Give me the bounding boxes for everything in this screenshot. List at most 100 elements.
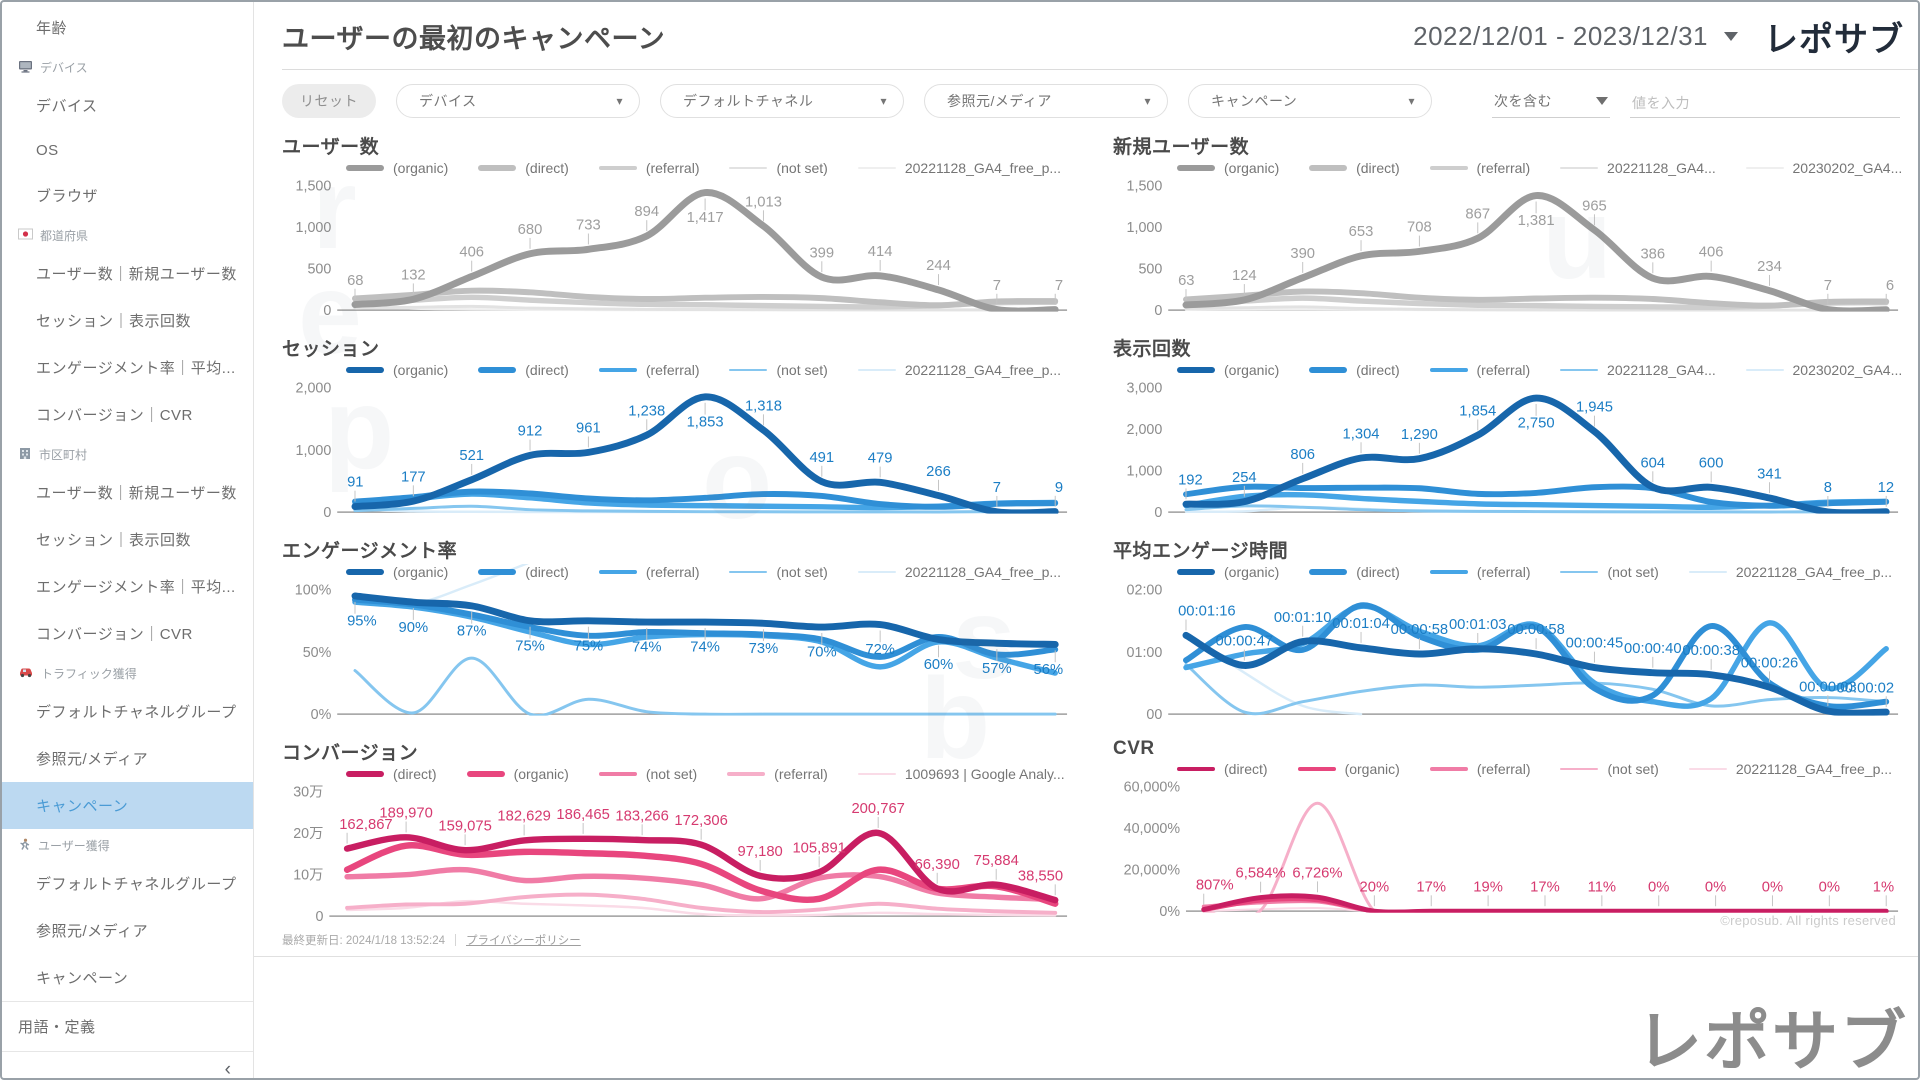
sidebar-item[interactable]: 参照元/メディア xyxy=(36,751,149,768)
svg-text:63: 63 xyxy=(1178,273,1194,289)
sidebar-item[interactable]: OS xyxy=(36,142,59,159)
privacy-policy-link[interactable]: プライバシーポリシー xyxy=(466,935,581,947)
legend-item[interactable]: 20230202_GA4... xyxy=(1745,160,1902,176)
sidebar-item-terms[interactable]: 用語・定義 xyxy=(18,1019,96,1036)
sidebar-item[interactable]: セッション｜表示回数 xyxy=(36,313,192,330)
sidebar-item[interactable]: キャンペーン xyxy=(36,970,129,987)
legend-label: (organic) xyxy=(1344,761,1400,777)
legend-label: (direct) xyxy=(525,362,569,378)
svg-text:6,726%: 6,726% xyxy=(1292,865,1342,881)
legend-item[interactable]: (referral) xyxy=(1429,362,1530,378)
legend-item[interactable]: 20221128_GA4_free_p... xyxy=(857,160,1061,176)
sidebar-item[interactable]: デフォルトチャネルグループ xyxy=(36,704,237,721)
legend-item[interactable]: (referral) xyxy=(598,362,699,378)
legend-item[interactable]: (organic) xyxy=(1177,160,1279,176)
filter-dropdown[interactable]: デフォルトチャネル ▾ xyxy=(660,84,904,118)
legend-item[interactable]: (referral) xyxy=(598,564,699,580)
value-input[interactable] xyxy=(1630,88,1900,118)
legend-item[interactable]: (direct) xyxy=(1309,564,1400,580)
legend-item[interactable]: (not set) xyxy=(1560,761,1659,777)
legend-item[interactable]: (not set) xyxy=(729,564,828,580)
legend-item[interactable]: 1009693 | Google Analy... xyxy=(857,766,1065,782)
charts-grid: ユーザー数 0 500 1,000 1,500 68 132 406 680 733 894 1,4… xyxy=(254,124,1918,930)
legend-item[interactable]: (referral) xyxy=(727,766,828,782)
legend-item[interactable]: (direct) xyxy=(478,160,569,176)
legend-item[interactable]: (organic) xyxy=(1177,362,1279,378)
legend-swatch xyxy=(1177,766,1215,772)
legend-item[interactable]: (organic) xyxy=(466,766,569,782)
legend-item[interactable]: 20221128_GA4... xyxy=(1560,362,1716,378)
filter-dropdown[interactable]: キャンペーン ▾ xyxy=(1188,84,1432,118)
svg-text:97,180: 97,180 xyxy=(738,844,783,860)
sidebar-item[interactable]: セッション｜表示回数 xyxy=(36,532,192,549)
filter-dropdown[interactable]: 参照元/メディア ▾ xyxy=(924,84,1168,118)
legend-item[interactable]: (not set) xyxy=(598,766,697,782)
legend-item[interactable]: (not set) xyxy=(1560,564,1659,580)
legend-item[interactable]: (direct) xyxy=(478,362,569,378)
svg-text:708: 708 xyxy=(1407,220,1432,236)
sidebar-item[interactable]: エンゲージメント率｜平均... xyxy=(36,360,236,377)
svg-text:1,000: 1,000 xyxy=(296,220,332,236)
legend-item[interactable]: 20221128_GA4... xyxy=(1560,160,1716,176)
date-range-picker[interactable]: 2022/12/01 - 2023/12/31 xyxy=(1413,21,1738,52)
legend-item[interactable]: 20221128_GA4_free_p... xyxy=(857,362,1061,378)
legend-item[interactable]: (organic) xyxy=(1297,761,1400,777)
legend-item[interactable]: (direct) xyxy=(1309,362,1400,378)
legend-item[interactable]: 20230202_GA4... xyxy=(1745,362,1902,378)
reset-button[interactable]: リセット xyxy=(282,84,376,118)
svg-text:8: 8 xyxy=(1824,480,1832,496)
svg-text:74%: 74% xyxy=(690,640,720,656)
legend-item[interactable]: (direct) xyxy=(1309,160,1400,176)
legend-item[interactable]: (direct) xyxy=(346,766,437,782)
sidebar-item[interactable]: 年齢 xyxy=(36,20,68,37)
legend-label: (organic) xyxy=(1224,362,1280,378)
legend-item[interactable]: (not set) xyxy=(729,160,828,176)
legend-item[interactable]: (referral) xyxy=(1429,564,1530,580)
chart-title: 平均エンゲージ時間 xyxy=(1113,541,1289,562)
legend-item[interactable]: (not set) xyxy=(729,362,828,378)
legend-item[interactable]: (referral) xyxy=(1429,761,1530,777)
legend-item[interactable]: (referral) xyxy=(598,160,699,176)
sidebar-item[interactable]: デバイス xyxy=(36,98,98,115)
condition-group: 次を含む xyxy=(1492,85,1902,118)
legend-item[interactable]: (organic) xyxy=(1177,564,1279,580)
legend-item[interactable]: 20221128_GA4_free_p... xyxy=(1688,761,1892,777)
sidebar-item[interactable]: エンゲージメント率｜平均... xyxy=(36,579,236,596)
collapse-sidebar-icon[interactable]: ‹ xyxy=(224,1059,231,1080)
legend-item[interactable]: (direct) xyxy=(478,564,569,580)
filter-dropdown[interactable]: デバイス ▾ xyxy=(396,84,640,118)
legend-item[interactable]: (organic) xyxy=(346,362,448,378)
legend-item[interactable]: (organic) xyxy=(346,160,448,176)
chart-title: 新規ユーザー数 xyxy=(1113,137,1250,158)
svg-text:56%: 56% xyxy=(1034,662,1064,678)
svg-text:1,381: 1,381 xyxy=(1518,213,1555,229)
sidebar-item[interactable]: コンバージョン｜CVR xyxy=(36,626,193,643)
chart-avg-engagement-time: 平均エンゲージ時間 00 01:00 02:00 00:01:16 00:00:47 00… xyxy=(1113,536,1902,728)
svg-text:680: 680 xyxy=(518,222,543,238)
legend-item[interactable]: (direct) xyxy=(1177,761,1268,777)
japan-flag-icon xyxy=(18,228,33,243)
legend-label: 20221128_GA4... xyxy=(1607,362,1716,378)
sidebar-item[interactable]: コンバージョン｜CVR xyxy=(36,407,193,424)
sidebar-item[interactable]: ユーザー数｜新規ユーザー数 xyxy=(36,266,237,283)
sidebar-item[interactable]: ブラウザ xyxy=(36,188,99,205)
sidebar-section-header: ユーザー獲得 xyxy=(2,829,253,860)
svg-text:2,750: 2,750 xyxy=(1518,416,1555,432)
legend-item[interactable]: 20221128_GA4_free_p... xyxy=(1688,564,1892,580)
legend-item[interactable]: (referral) xyxy=(1429,160,1530,176)
sidebar-item[interactable]: デフォルトチャネルグループ xyxy=(36,876,237,893)
sidebar-section-header: トラフィック獲得 xyxy=(2,657,253,688)
condition-dropdown[interactable]: 次を含む xyxy=(1492,85,1610,118)
legend-item[interactable]: 20221128_GA4_free_p... xyxy=(857,564,1061,580)
divider xyxy=(254,956,1918,957)
legend-item[interactable]: (organic) xyxy=(346,564,448,580)
svg-text:91: 91 xyxy=(347,475,363,491)
svg-text:1,000: 1,000 xyxy=(1127,464,1163,480)
svg-text:19%: 19% xyxy=(1473,879,1503,895)
sidebar-item[interactable]: 参照元/メディア xyxy=(36,923,149,940)
filter-dropdown-label: デフォルトチャネル xyxy=(683,93,814,109)
sidebar-item-selected[interactable]: キャンペーン xyxy=(2,782,253,829)
legend-swatch xyxy=(478,569,517,575)
filter-dropdown-label: デバイス xyxy=(419,93,477,109)
sidebar-item[interactable]: ユーザー数｜新規ユーザー数 xyxy=(36,485,237,502)
